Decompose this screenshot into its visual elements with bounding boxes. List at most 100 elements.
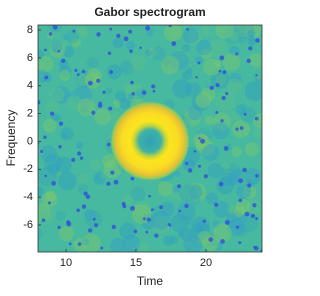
texture-spot (203, 174, 208, 179)
texture-spot (145, 230, 149, 234)
texture-spot (141, 90, 147, 95)
texture-spot (71, 157, 76, 162)
y-tick-label: 4 (27, 80, 33, 92)
texture-blob (235, 104, 247, 116)
texture-spot (57, 50, 61, 53)
texture-blob (105, 87, 113, 95)
texture-blob (195, 144, 205, 154)
texture-spot (98, 101, 102, 106)
texture-blob (206, 192, 219, 205)
texture-blob (244, 168, 262, 185)
texture-spot (110, 170, 115, 175)
texture-blob (216, 177, 234, 195)
texture-blob (247, 37, 256, 46)
texture-blob (224, 26, 242, 44)
y-tick-label: 8 (27, 24, 33, 36)
texture-blob (225, 210, 246, 231)
texture-blob (181, 43, 191, 53)
texture-blob (46, 163, 60, 176)
texture-blob (207, 163, 224, 179)
texture-spot (87, 80, 93, 86)
texture-spot (239, 126, 244, 130)
texture-spot (81, 204, 87, 209)
texture-blob (38, 228, 44, 240)
y-tick-label: 2 (27, 107, 33, 119)
chart-title: Gabor spectrogram (94, 5, 205, 19)
texture-blob (183, 235, 203, 252)
texture-blob (99, 171, 107, 179)
texture-spot (44, 48, 47, 52)
texture-spot (221, 95, 226, 101)
texture-blob (76, 73, 89, 87)
texture-spot (44, 75, 49, 80)
texture-blob (240, 204, 249, 213)
y-tick-label: 0 (27, 135, 33, 147)
texture-blob (77, 98, 96, 117)
texture-blob (191, 222, 210, 241)
x-tick-label: 10 (60, 257, 72, 269)
texture-spot (255, 217, 258, 220)
texture-blob (180, 228, 194, 242)
texture-blob (195, 92, 212, 108)
texture-spot (40, 149, 44, 154)
texture-blob (214, 60, 222, 68)
texture-blob (244, 25, 262, 40)
texture-blob (170, 213, 190, 233)
texture-spot (250, 213, 255, 219)
texture-blob (235, 199, 251, 215)
texture-spot (129, 49, 133, 54)
texture-blob (174, 170, 181, 178)
texture-blob (226, 172, 240, 186)
texture-blob (50, 40, 63, 53)
texture-blob (93, 172, 106, 185)
texture-blob (44, 154, 63, 173)
texture-spot (255, 74, 258, 77)
texture-blob (188, 83, 202, 96)
texture-blob (236, 25, 256, 38)
texture-spot (131, 92, 135, 96)
texture-blob (152, 215, 171, 234)
texture-spot (116, 33, 121, 38)
texture-spot (198, 137, 201, 140)
texture-blob (200, 48, 212, 60)
texture-blob (184, 108, 202, 126)
texture-blob (115, 90, 127, 103)
texture-blob (75, 141, 84, 149)
texture-blob (80, 105, 89, 114)
texture-blob (253, 64, 262, 80)
texture-spot (152, 89, 156, 93)
texture-spot (79, 156, 84, 160)
texture-spot (106, 181, 111, 186)
texture-spot (108, 106, 113, 111)
texture-blob (135, 242, 149, 252)
texture-blob (215, 25, 234, 40)
texture-blob (204, 149, 212, 156)
texture-spot (142, 217, 146, 221)
texture-spot (121, 201, 126, 206)
texture-blob (94, 108, 111, 126)
texture-blob (82, 233, 101, 252)
texture-blob (232, 147, 241, 157)
texture-blob (189, 160, 197, 167)
texture-spot (77, 151, 82, 156)
texture-blob (200, 87, 216, 103)
texture-spot (111, 224, 117, 230)
texture-blob (55, 210, 66, 221)
texture-blob (122, 66, 129, 73)
texture-blob (169, 25, 188, 38)
texture-blob (112, 98, 122, 108)
texture-blob (76, 25, 89, 39)
texture-spot (197, 61, 201, 65)
texture-blob (65, 95, 82, 111)
texture-blob (236, 25, 255, 40)
plot-frame (37, 24, 263, 253)
texture-spot (106, 142, 111, 147)
texture-spot (123, 36, 129, 42)
texture-spot (83, 191, 88, 196)
texture-spot (222, 70, 227, 74)
texture-spot (208, 237, 213, 242)
texture-spot (246, 58, 251, 64)
texture-spot (43, 135, 47, 139)
texture-blob (210, 70, 230, 89)
texture-spot (238, 178, 243, 184)
